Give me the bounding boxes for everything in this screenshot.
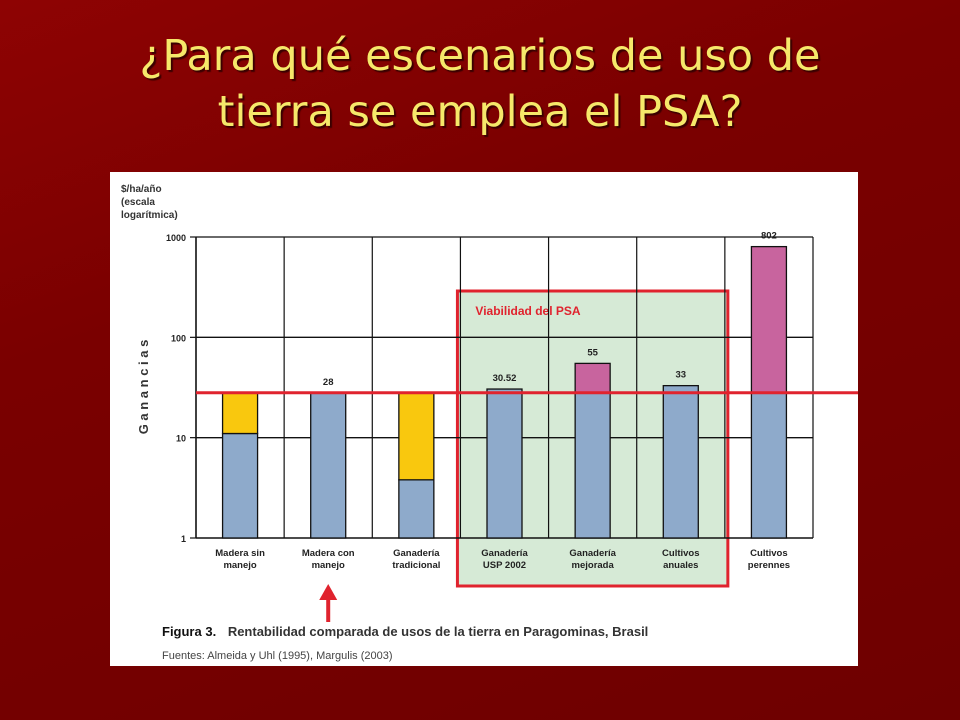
- figure-panel: Viabilidad del PSA 1 10 100 1000 Madera sin ma…: [110, 172, 858, 666]
- highlight-box-label: Viabilidad del PSA: [475, 304, 580, 318]
- x-tick-label: manejo: [223, 560, 256, 571]
- data-label: 30.52: [493, 373, 517, 384]
- bar-segment: [750, 392, 788, 539]
- x-tick-label: Ganadería: [481, 548, 528, 559]
- figure-number: Figura 3.: [162, 624, 217, 639]
- x-tick-label: perennes: [748, 560, 790, 571]
- figure-sources: Fuentes: Almeida y Uhl (1995), Margulis …: [162, 650, 393, 662]
- x-tick-label: Madera sin: [215, 548, 265, 559]
- bar-segment: [221, 432, 259, 539]
- x-tick-label: mejorada: [572, 560, 615, 571]
- x-tick-label: manejo: [312, 560, 345, 571]
- arrow-head: [319, 584, 338, 600]
- bar-segment: [398, 392, 435, 481]
- slide-title: ¿Para qué escenarios de uso de tierra se…: [0, 28, 960, 140]
- x-tick-label: Cultivos: [662, 548, 699, 559]
- figure-caption-text: Rentabilidad comparada de usos de la tie…: [227, 624, 649, 639]
- x-tick-label: USP 2002: [483, 560, 526, 571]
- bar-segment: [750, 245, 788, 394]
- y-axis-label: logarítmica): [121, 210, 178, 221]
- data-label: 28: [323, 377, 334, 388]
- bar-segment: [574, 362, 611, 394]
- x-tick-label: tradicional: [392, 560, 440, 571]
- bar-segment: [310, 392, 347, 539]
- data-label: 55: [587, 347, 598, 358]
- x-tick-label: Ganadería: [569, 548, 616, 559]
- y-axis-side-label: G a n a n c i a s: [136, 340, 151, 435]
- y-axis-label: (escala: [121, 197, 155, 208]
- bar-segment: [662, 392, 699, 539]
- bar-segment: [486, 392, 523, 539]
- figure-caption: Figura 3. Rentabilidad comparada de usos…: [162, 624, 648, 639]
- x-tick-label: anuales: [663, 560, 698, 571]
- data-label: 802: [761, 231, 777, 242]
- title-line-1: ¿Para qué escenarios de uso de: [139, 31, 821, 81]
- y-tick-label: 10: [176, 434, 186, 444]
- x-tick-label: Ganadería: [393, 548, 440, 559]
- bar-segment: [398, 479, 435, 539]
- title-line-2: tierra se emplea el PSA?: [217, 87, 743, 137]
- data-label: 33: [675, 370, 686, 381]
- y-axis-label: $/ha/año: [121, 184, 162, 195]
- y-tick-label: 1000: [166, 233, 186, 243]
- x-tick-label: Madera con: [302, 548, 355, 559]
- bar-segment: [574, 392, 611, 539]
- bar-segment: [221, 392, 259, 435]
- y-tick-label: 1: [181, 534, 186, 544]
- x-tick-label: Cultivos: [750, 548, 787, 559]
- y-tick-label: 100: [171, 333, 186, 343]
